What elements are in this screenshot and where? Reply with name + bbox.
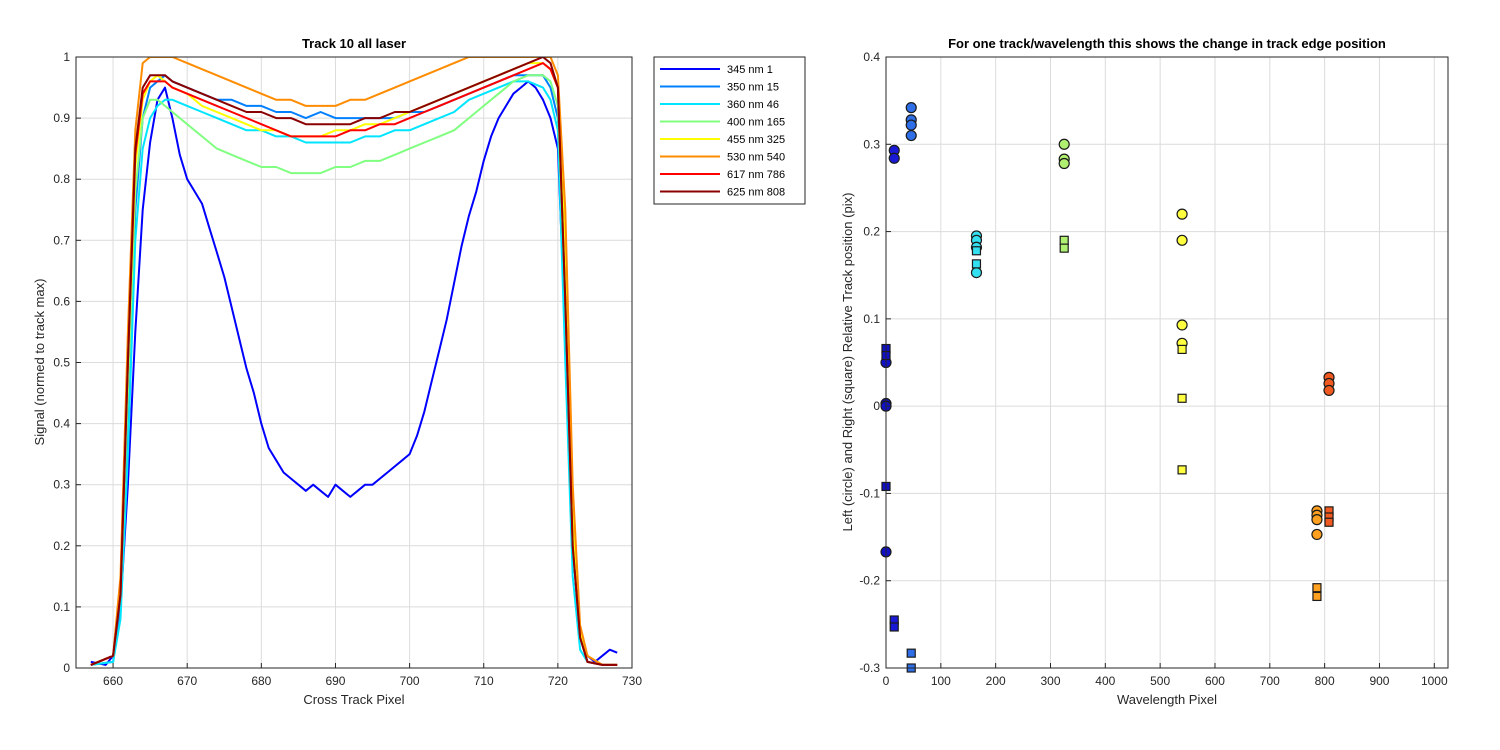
- scatter-point-circle: [1176, 234, 1188, 246]
- signal-chart-y-label: Signal (normed to track max): [32, 279, 47, 446]
- legend-label: 455 nm 325: [727, 134, 785, 146]
- legend-box: [653, 56, 806, 205]
- signal-chart-x-tick-label: 660: [103, 674, 123, 688]
- signal-chart-x-tick-label: 670: [177, 674, 197, 688]
- scatter-point-circle: [905, 102, 917, 114]
- signal-chart-x-tick-label: 710: [474, 674, 494, 688]
- edge-position-chart-x-tick-label: 800: [1315, 674, 1335, 688]
- scatter-point-square: [906, 648, 916, 658]
- signal-chart-y-tick-label: 0.3: [53, 478, 70, 492]
- edge-position-chart-y-tick-label: 0.2: [863, 225, 880, 239]
- edge-position-chart-x-tick-label: 400: [1095, 674, 1115, 688]
- signal-chart-y-tick-label: 0.2: [53, 539, 70, 553]
- scatter-point-square: [1177, 393, 1187, 403]
- scatter-point-square: [971, 246, 982, 256]
- scatter-point-circle: [905, 119, 917, 131]
- edge-position-chart-x-tick-label: 200: [986, 674, 1006, 688]
- edge-position-chart-y-tick-label: 0.1: [863, 312, 880, 326]
- legend-label: 625 nm 808: [727, 187, 785, 199]
- edge-position-chart-y-tick-label: 0.4: [863, 50, 880, 64]
- edge-position-chart-x-label: Wavelength Pixel: [1117, 692, 1217, 707]
- scatter-point-square: [971, 259, 982, 269]
- scatter-point-circle: [1311, 528, 1323, 541]
- edge-position-chart-x-tick-label: 1000: [1421, 674, 1448, 688]
- edge-position-chart-y-tick-label: -0.3: [859, 661, 880, 675]
- legend-label: 400 nm 165: [727, 117, 785, 129]
- series-line-2: [90, 80, 618, 666]
- signal-chart-x-tick-label: 700: [400, 674, 420, 688]
- legend-label: 345 nm 1: [727, 64, 773, 76]
- signal-chart-y-ticks: 0 0.1 0.2 0.3 0.4 0.5 0.6 0.7 0.8 0.9 1: [53, 50, 81, 675]
- edge-position-chart-y-tick-label: 0: [873, 399, 880, 413]
- scatter-point-circle: [1176, 319, 1188, 331]
- edge-position-chart-frame: [885, 56, 1449, 669]
- scatter-point-square: [889, 622, 899, 632]
- edge-position-chart-x-tick-label: 100: [931, 674, 951, 688]
- legend: 345 nm 1 350 nm 15 360 nm 46 400 nm 165 455 …: [653, 56, 806, 205]
- legend-label: 360 nm 46: [727, 99, 779, 111]
- edge-position-chart-title: For one track/wavelength this shows the …: [948, 36, 1386, 51]
- series-line-6: [90, 62, 618, 666]
- scatter-point-circle: [905, 129, 917, 142]
- scatter-point-square: [1059, 243, 1069, 253]
- edge-position-chart-x-tick-label: 0: [883, 674, 890, 688]
- scatter-point-square: [1312, 583, 1322, 593]
- edge-position-chart-y-tick-label: -0.2: [859, 574, 880, 588]
- signal-chart-x-tick-label: 730: [622, 674, 642, 688]
- legend-items: 345 nm 1 350 nm 15 360 nm 46 400 nm 165 455 …: [660, 64, 785, 199]
- edge-position-chart-x-ticks: 0 100 200 300 400 500 600 700 800 900 1000: [883, 663, 1448, 688]
- edge-position-chart-y-label: Left (circle) and Right (square) Relativ…: [840, 193, 855, 532]
- signal-chart-y-tick-label: 0.5: [53, 356, 70, 370]
- edge-position-chart-x-tick-label: 600: [1205, 674, 1225, 688]
- signal-chart-y-tick-label: 0.7: [53, 233, 70, 247]
- signal-chart-y-tick-label: 0.6: [53, 294, 70, 308]
- edge-position-chart-x-tick-label: 500: [1150, 674, 1170, 688]
- signal-chart-x-tick-label: 690: [325, 674, 345, 688]
- scatter-point-square: [1177, 344, 1187, 355]
- signal-chart-x-tick-label: 680: [251, 674, 271, 688]
- series-line-7: [90, 57, 618, 666]
- signal-chart-y-tick-label: 1: [63, 50, 70, 64]
- scatter-point-circle: [1176, 208, 1188, 220]
- signal-chart-y-tick-label: 0.8: [53, 172, 70, 186]
- scatter-point-circle: [970, 266, 983, 279]
- series-line-5: [90, 57, 618, 666]
- signal-chart-x-ticks: 660 670 680 690 700 710 720 730: [103, 663, 642, 688]
- signal-chart-y-tick-label: 0.4: [53, 417, 70, 431]
- edge-position-chart-y-ticks: -0.3 -0.2 -0.1 0 0.1 0.2 0.3 0.4: [859, 50, 891, 675]
- scatter-point-circle: [888, 152, 900, 164]
- scatter-point-square: [1059, 235, 1069, 245]
- signal-chart-y-tick-label: 0.9: [53, 111, 70, 125]
- signal-chart-x-tick-label: 720: [548, 674, 568, 688]
- scatter-point-square: [1312, 591, 1322, 602]
- scatter-point-square: [1177, 465, 1187, 475]
- scatter-point-square: [1324, 517, 1334, 527]
- series-line-3: [90, 74, 618, 666]
- signal-chart-series: [90, 57, 618, 666]
- edge-position-chart-x-tick-label: 300: [1040, 674, 1060, 688]
- scatter-point-circle: [1058, 138, 1070, 150]
- edge-position-chart-x-tick-label: 700: [1260, 674, 1280, 688]
- legend-label: 530 nm 540: [727, 152, 785, 164]
- signal-chart: 660 670 680 690 700 710 720 730 0 0.1 0.2 0.3 0.4 0.…: [32, 36, 806, 707]
- signal-chart-x-label: Cross Track Pixel: [303, 692, 404, 707]
- signal-chart-y-tick-label: 0: [63, 661, 70, 675]
- scatter-point-circle: [1311, 514, 1323, 526]
- edge-position-chart-y-tick-label: 0.3: [863, 137, 880, 151]
- signal-chart-y-tick-label: 0.1: [53, 600, 70, 614]
- legend-label: 350 nm 15: [727, 82, 779, 94]
- edge-position-chart-x-tick-label: 900: [1369, 674, 1389, 688]
- scatter-point-circle: [1058, 157, 1070, 170]
- edge-position-chart-y-tick-label: -0.1: [859, 486, 880, 500]
- signal-chart-title: Track 10 all laser: [302, 36, 406, 51]
- edge-position-chart: 0 100 200 300 400 500 600 700 800 900 1000 -0.3-0.…: [840, 36, 1449, 707]
- legend-label: 617 nm 786: [727, 169, 785, 181]
- scatter-point-circle: [1323, 384, 1335, 397]
